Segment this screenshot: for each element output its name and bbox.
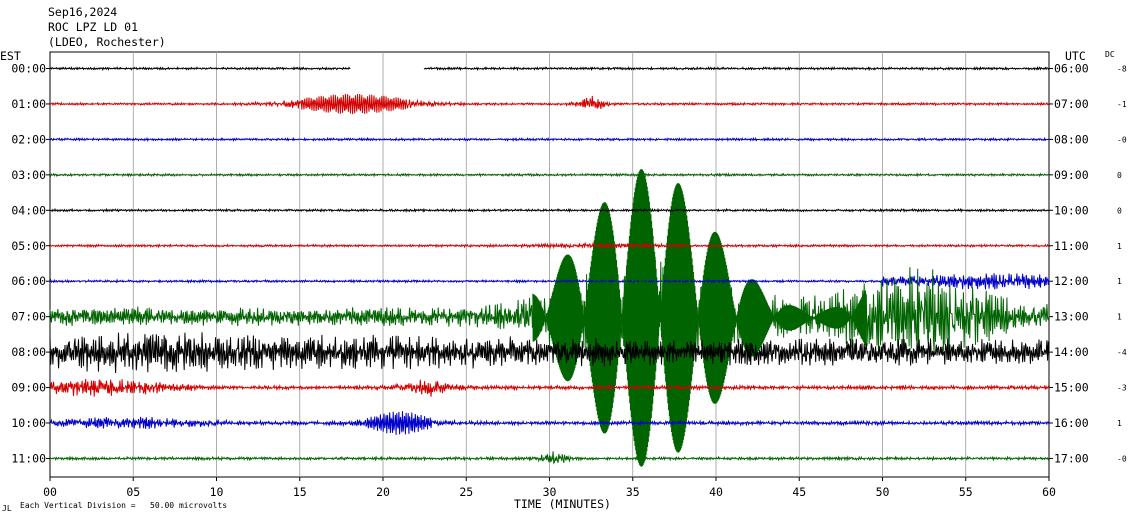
footer-mark: JL xyxy=(2,504,12,513)
x-tick-label: 40 xyxy=(709,485,723,499)
trace-line xyxy=(49,273,1050,290)
utc-time-label: 15:00 xyxy=(1054,381,1089,395)
trace-line xyxy=(49,93,1050,115)
utc-time-label: 06:00 xyxy=(1054,62,1089,76)
dc-offset-value: -0 xyxy=(1117,135,1127,144)
trace-line xyxy=(49,241,1050,250)
x-tick-label: 35 xyxy=(626,485,640,499)
trace-line xyxy=(49,207,1050,213)
header-station: ROC LPZ LD 01 xyxy=(48,20,138,34)
x-tick-label: 15 xyxy=(293,485,307,499)
est-time-label: 02:00 xyxy=(11,132,46,146)
trace-line xyxy=(49,411,1050,435)
est-time-label: 10:00 xyxy=(11,416,46,430)
trace-line xyxy=(49,332,1050,374)
est-time-label: 03:00 xyxy=(11,168,46,182)
x-axis-ticks: 00 05 10 15 20 25 30 35 40 45 50 55 60 xyxy=(43,477,1056,499)
est-time-label: 00:00 xyxy=(11,62,46,76)
est-time-label: 08:00 xyxy=(11,345,46,359)
est-time-label: 11:00 xyxy=(11,451,46,465)
grid xyxy=(132,52,967,477)
x-tick-label: 60 xyxy=(1042,485,1056,499)
dc-offset-value: 1 xyxy=(1117,277,1122,286)
dc-offset-value: 1 xyxy=(1117,313,1122,322)
x-tick-label: 30 xyxy=(543,485,557,499)
dc-offset-value: -0 xyxy=(1117,454,1127,463)
trace-rows xyxy=(49,65,1050,467)
dc-offset-value: -1 xyxy=(1117,100,1127,109)
x-tick-label: 55 xyxy=(959,485,973,499)
utc-time-label: 17:00 xyxy=(1054,451,1089,465)
trace-line xyxy=(49,378,1050,397)
trace-line xyxy=(49,256,1050,377)
utc-time-label: 14:00 xyxy=(1054,345,1089,359)
x-tick-label: 10 xyxy=(210,485,224,499)
est-time-label: 06:00 xyxy=(11,274,46,288)
trace-line xyxy=(423,65,1050,72)
x-tick-label: 45 xyxy=(792,485,806,499)
footer-note: Each Vertical Division = 50.00 microvolt… xyxy=(20,501,227,510)
utc-time-label: 09:00 xyxy=(1054,168,1089,182)
utc-time-label: 07:00 xyxy=(1054,97,1089,111)
utc-time-label: 11:00 xyxy=(1054,239,1089,253)
trace-line xyxy=(49,136,1050,143)
est-time-label: 07:00 xyxy=(11,310,46,324)
dc-offset-value: -4 xyxy=(1117,348,1127,357)
header-network: (LDEO, Rochester) xyxy=(48,35,166,49)
row-labels: 00:00 06:00 -8 01:00 07:00 -1 02:00 08:00 -0 03:0… xyxy=(11,62,1126,466)
trace-line xyxy=(49,172,1050,178)
est-time-label: 01:00 xyxy=(11,97,46,111)
utc-time-label: 08:00 xyxy=(1054,132,1089,146)
header-date: Sep16,2024 xyxy=(48,5,117,19)
utc-time-label: 16:00 xyxy=(1054,416,1089,430)
x-tick-label: 00 xyxy=(43,485,57,499)
dc-offset-value: -8 xyxy=(1117,65,1127,74)
x-tick-label: 05 xyxy=(126,485,140,499)
dc-label: DC xyxy=(1105,50,1115,59)
dc-offset-value: -3 xyxy=(1117,384,1127,393)
dc-offset-value: 1 xyxy=(1117,419,1122,428)
trace-line xyxy=(49,451,1050,465)
x-axis-label: TIME (MINUTES) xyxy=(514,497,611,511)
x-tick-label: 50 xyxy=(876,485,890,499)
est-time-label: 09:00 xyxy=(11,381,46,395)
x-tick-label: 20 xyxy=(376,485,390,499)
trace-line xyxy=(49,66,351,72)
dc-offset-value: 1 xyxy=(1117,242,1122,251)
x-tick-label: 25 xyxy=(459,485,473,499)
dc-offset-value: 0 xyxy=(1117,171,1122,180)
est-time-label: 04:00 xyxy=(11,203,46,217)
utc-time-label: 13:00 xyxy=(1054,310,1089,324)
est-time-label: 05:00 xyxy=(11,239,46,253)
dc-offset-value: 0 xyxy=(1117,206,1122,215)
left-axis-label: EST xyxy=(0,49,21,63)
utc-time-label: 12:00 xyxy=(1054,274,1089,288)
right-axis-label: UTC xyxy=(1065,49,1086,63)
utc-time-label: 10:00 xyxy=(1054,203,1089,217)
